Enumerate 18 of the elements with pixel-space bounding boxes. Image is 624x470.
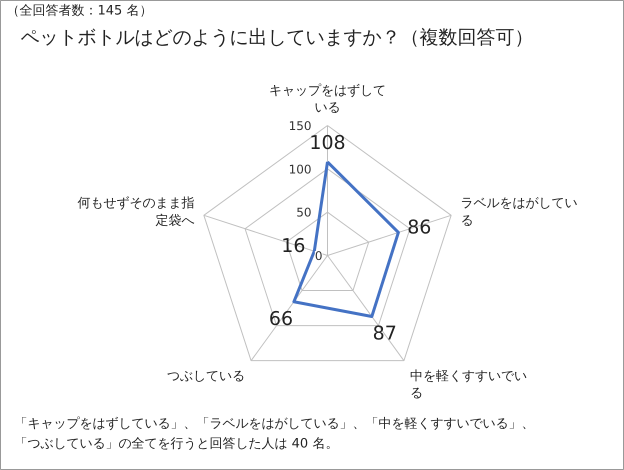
y-tick-label: 0 [314,249,323,263]
y-tick-label: 50 [296,206,312,220]
data-label: 66 [268,308,294,330]
spoke-label: 何もせずそのまま指定袋へ [77,196,194,228]
text: 「つぶしている」の全てを行うと回答した人は 40 名。 [14,436,338,452]
chart-title: ペットボトルはどのように出していますか？（複数回答可） [20,26,534,48]
spoke-label: 中を軽くすすいでいる [410,368,527,402]
text: 「キャップをはずしている」、「ラベルをはがしている」、「中を軽くすすいでいる」、 [14,416,534,432]
spoke-label: キャップをはずしている [269,83,386,116]
spoke-label: つぶしている [167,368,246,384]
text: （全回答者数：145 名） [6,4,152,18]
data-label: 87 [372,322,397,345]
y-tick-label: 150 [288,119,312,133]
data-label: 108 [309,132,346,154]
data-label: 86 [407,216,432,238]
spoke-label: ラベルをはがしている [460,196,578,228]
y-tick-label: 100 [288,162,312,176]
data-label: 16 [281,235,306,258]
